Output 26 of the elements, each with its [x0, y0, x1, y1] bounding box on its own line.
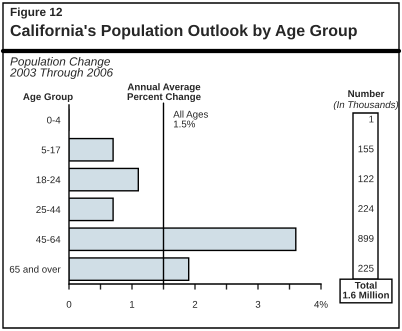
- chart-subtitle: Population Change 2003 Through 2006: [10, 57, 114, 80]
- x-tick-label: 1: [130, 301, 134, 308]
- x-tick-label: 2: [192, 300, 198, 308]
- x-tick-label: 0: [66, 300, 72, 308]
- y-tick-label: 0-4: [46, 116, 60, 124]
- x-tick-label: 4%: [314, 300, 328, 308]
- y-tick-label: 18-24: [36, 176, 60, 184]
- x-tick-label: 3: [256, 300, 260, 308]
- y-axis-title: Age Group: [23, 93, 73, 102]
- text: Total 1.6 Million: [343, 282, 389, 298]
- y-tick-label: 65 and over: [10, 266, 61, 273]
- chart-title: California's Population Outlook by Age Group: [10, 24, 357, 40]
- y-tick-label: 45-64: [36, 236, 60, 243]
- text: 155: [358, 146, 374, 152]
- text: (In Thousands): [334, 100, 398, 110]
- y-tick-label: 25-44: [36, 206, 60, 214]
- ref-line-label: All Ages 1.5%: [173, 110, 208, 128]
- x-axis-title: Annual Average Percent Change: [128, 83, 201, 102]
- text: 224: [358, 205, 374, 212]
- text: 1: [369, 116, 374, 122]
- caption: Figure 12: [10, 7, 62, 18]
- text: 122: [358, 175, 374, 182]
- text: 225: [358, 264, 374, 272]
- text: 899: [358, 234, 374, 242]
- y-tick-label: 5-17: [42, 146, 60, 154]
- text: Number: [348, 90, 384, 98]
